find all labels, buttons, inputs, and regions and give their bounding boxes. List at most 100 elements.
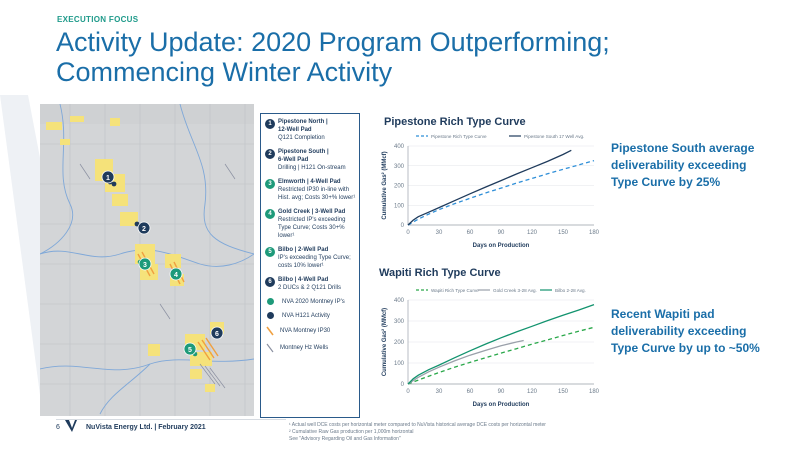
series-line-1 (407, 326, 595, 385)
footnotes: ¹ Actual well DCE costs per horizontal m… (289, 422, 546, 443)
legend-montney-ips-label: NVA 2020 Montney IP's (282, 298, 345, 305)
wapiti-callout: Recent Wapiti pad deliverability exceedi… (611, 306, 760, 357)
pipestone-callout-line-2: deliverability exceeding (611, 158, 747, 172)
map-marker-3-label: 3 (143, 262, 147, 269)
map-hz-wells (79, 163, 236, 389)
footer-divider (56, 419, 286, 420)
section-tag: EXECUTION FOCUS (57, 15, 139, 24)
pad-number-badge: 1 (265, 119, 275, 129)
legend-ip30-label: NVA Montney IP30 (280, 328, 331, 334)
pipestone-type-curve-chart: 0 100 200 300 400 0 30 60 90 120 150 180 Days on Pro… (381, 134, 600, 249)
legend-label-2: Pipestone South 17 Well Avg. (524, 134, 584, 139)
legend-montney-ips: NVA 2020 Montney IP's (265, 298, 356, 305)
pad-description: Restricted IP's exceeding Type Curve; Co… (278, 217, 346, 239)
x-tick-label: 150 (558, 389, 569, 395)
pad-text: Pipestone South | 6-Well Pad Drilling | H1… (278, 148, 346, 172)
x-axis-label: Days on Production (473, 402, 530, 408)
x-tick-label: 120 (527, 389, 538, 395)
series-line-2 (407, 339, 524, 385)
legend-hz-wells: Montney Hz Wells (265, 343, 356, 353)
pad-text: Gold Creek | 3-Well Pad Restricted IP's e… (278, 208, 356, 240)
legend-hz-wells-label: Montney Hz Wells (280, 345, 329, 351)
map-marker-2-label: 2 (142, 226, 146, 233)
y-axis-label: Cumulative Gas² (MMcf) (381, 151, 388, 219)
pad-description: 2 DUCs & 2 Q121 Drills (278, 285, 342, 291)
pad-title-2: 6-Well Pad (278, 157, 309, 163)
x-tick-label: 0 (406, 389, 410, 395)
legend-label-2: Gold Creek 3-28 Avg. (493, 288, 537, 293)
x-tick-label: 30 (436, 230, 443, 236)
y-tick-label: 400 (394, 144, 405, 150)
pad-number-badge: 6 (265, 277, 275, 287)
x-tick-label: 180 (589, 389, 600, 395)
series-line-3 (407, 303, 595, 385)
pipestone-callout-line-3: Type Curve by 25% (611, 175, 721, 189)
pad-text: Bilbo | 4-Well Pad 2 DUCs & 2 Q121 Drills (278, 276, 341, 292)
y-axis-label: Cumulative Gas² (MMcf) (381, 308, 388, 376)
y-tick-label: 300 (394, 164, 405, 170)
pad-number-badge: 5 (265, 247, 275, 257)
wapiti-callout-line-3: Type Curve by up to ~50% (611, 341, 760, 355)
footnote-2: ² Cumulative Raw Gas production per 1,00… (289, 429, 414, 435)
nuvista-logo-icon (65, 420, 77, 432)
x-tick-label: 30 (436, 389, 443, 395)
series-line-1 (407, 159, 595, 226)
legend-label-1: Wapiti Rich Type Curve (431, 288, 479, 293)
series-line-2 (407, 149, 572, 226)
legend-label-3: Bilbo 2-28 Avg. (555, 288, 586, 293)
pad-description: Q121 Completion (278, 135, 325, 141)
y-tick-label: 300 (394, 319, 405, 325)
pipestone-callout-line-1: Pipestone South average (611, 141, 755, 155)
pad-description: Restricted IP30 in-line with Hist. avg; … (278, 187, 356, 201)
map-marker-4-label: 4 (174, 272, 178, 279)
pipestone-chart-title: Pipestone Rich Type Curve (384, 116, 526, 128)
legend-h121-label: NVA H121 Activity (282, 312, 330, 319)
y-tick-label: 100 (394, 361, 405, 367)
x-tick-label: 180 (589, 230, 600, 236)
y-tick-label: 100 (394, 203, 405, 209)
y-tick-label: 0 (401, 382, 405, 388)
pad-title: Bilbo | 4-Well Pad (278, 277, 329, 283)
legend-pad-2: 2 Pipestone South | 6-Well Pad Drilling | H… (265, 148, 356, 172)
pad-title: Gold Creek | 3-Well Pad (278, 209, 346, 215)
page-title-line-1: Activity Update: 2020 Program Outperform… (56, 27, 610, 57)
y-tick-label: 0 (401, 223, 405, 229)
map-marker-1-label: 1 (106, 175, 110, 182)
activity-map: 1 2 3 4 5 6 (40, 104, 254, 416)
footnote-3: See "Advisory Regarding Oil and Gas Info… (289, 436, 401, 442)
x-tick-label: 60 (467, 389, 474, 395)
x-axis-label: Days on Production (473, 243, 530, 249)
navy-dot-icon (267, 312, 274, 319)
legend-h121: NVA H121 Activity (265, 312, 356, 319)
pad-text: Bilbo | 2-Well Pad IP's exceeding Type Cu… (278, 246, 356, 270)
x-tick-label: 120 (527, 230, 538, 236)
x-tick-label: 90 (498, 389, 505, 395)
wapiti-chart-title: Wapiti Rich Type Curve (379, 267, 501, 279)
map-markers: 1 2 3 4 5 6 (101, 170, 224, 356)
pad-text: Pipestone North | 12-Well Pad Q121 Complet… (278, 118, 328, 142)
pad-number-badge: 3 (265, 179, 275, 189)
pad-title: Bilbo | 2-Well Pad (278, 247, 329, 253)
legend-pad-5: 5 Bilbo | 2-Well Pad IP's exceeding Type C… (265, 246, 356, 270)
wapiti-callout-line-2: deliverability exceeding (611, 324, 747, 338)
legend-pad-6: 6 Bilbo | 4-Well Pad 2 DUCs & 2 Q121 Drill… (265, 276, 356, 292)
page-number: 6 (56, 424, 60, 431)
legend-pad-1: 1 Pipestone North | 12-Well Pad Q121 Comple… (265, 118, 356, 142)
legend-label-1: Pipestone Rich Type Curve (431, 134, 487, 139)
pad-title: Pipestone North | (278, 119, 328, 125)
page-title-line-2: Commencing Winter Activity (56, 57, 393, 87)
pad-number-badge: 2 (265, 149, 275, 159)
footnote-1: ¹ Actual well DCE costs per horizontal m… (289, 422, 546, 428)
pad-title: Elmworth | 4-Well Pad (278, 179, 341, 185)
map-legend: 1 Pipestone North | 12-Well Pad Q121 Comple… (260, 113, 360, 418)
pad-description: IP's exceeding Type Curve; costs 10% low… (278, 255, 351, 269)
pad-text: Elmworth | 4-Well Pad Restricted IP30 in-… (278, 178, 356, 202)
wapiti-type-curve-chart: 0 100 200 300 400 0 30 60 90 120 150 180 Days on Pro… (381, 288, 600, 408)
map-marker-6-label: 6 (215, 331, 219, 338)
y-tick-label: 200 (394, 340, 405, 346)
legend-ip30: NVA Montney IP30 (265, 326, 356, 336)
wapiti-callout-line-1: Recent Wapiti pad (611, 307, 715, 321)
x-tick-label: 0 (406, 230, 410, 236)
x-tick-label: 90 (498, 230, 505, 236)
gray-stick-icon (266, 343, 274, 353)
